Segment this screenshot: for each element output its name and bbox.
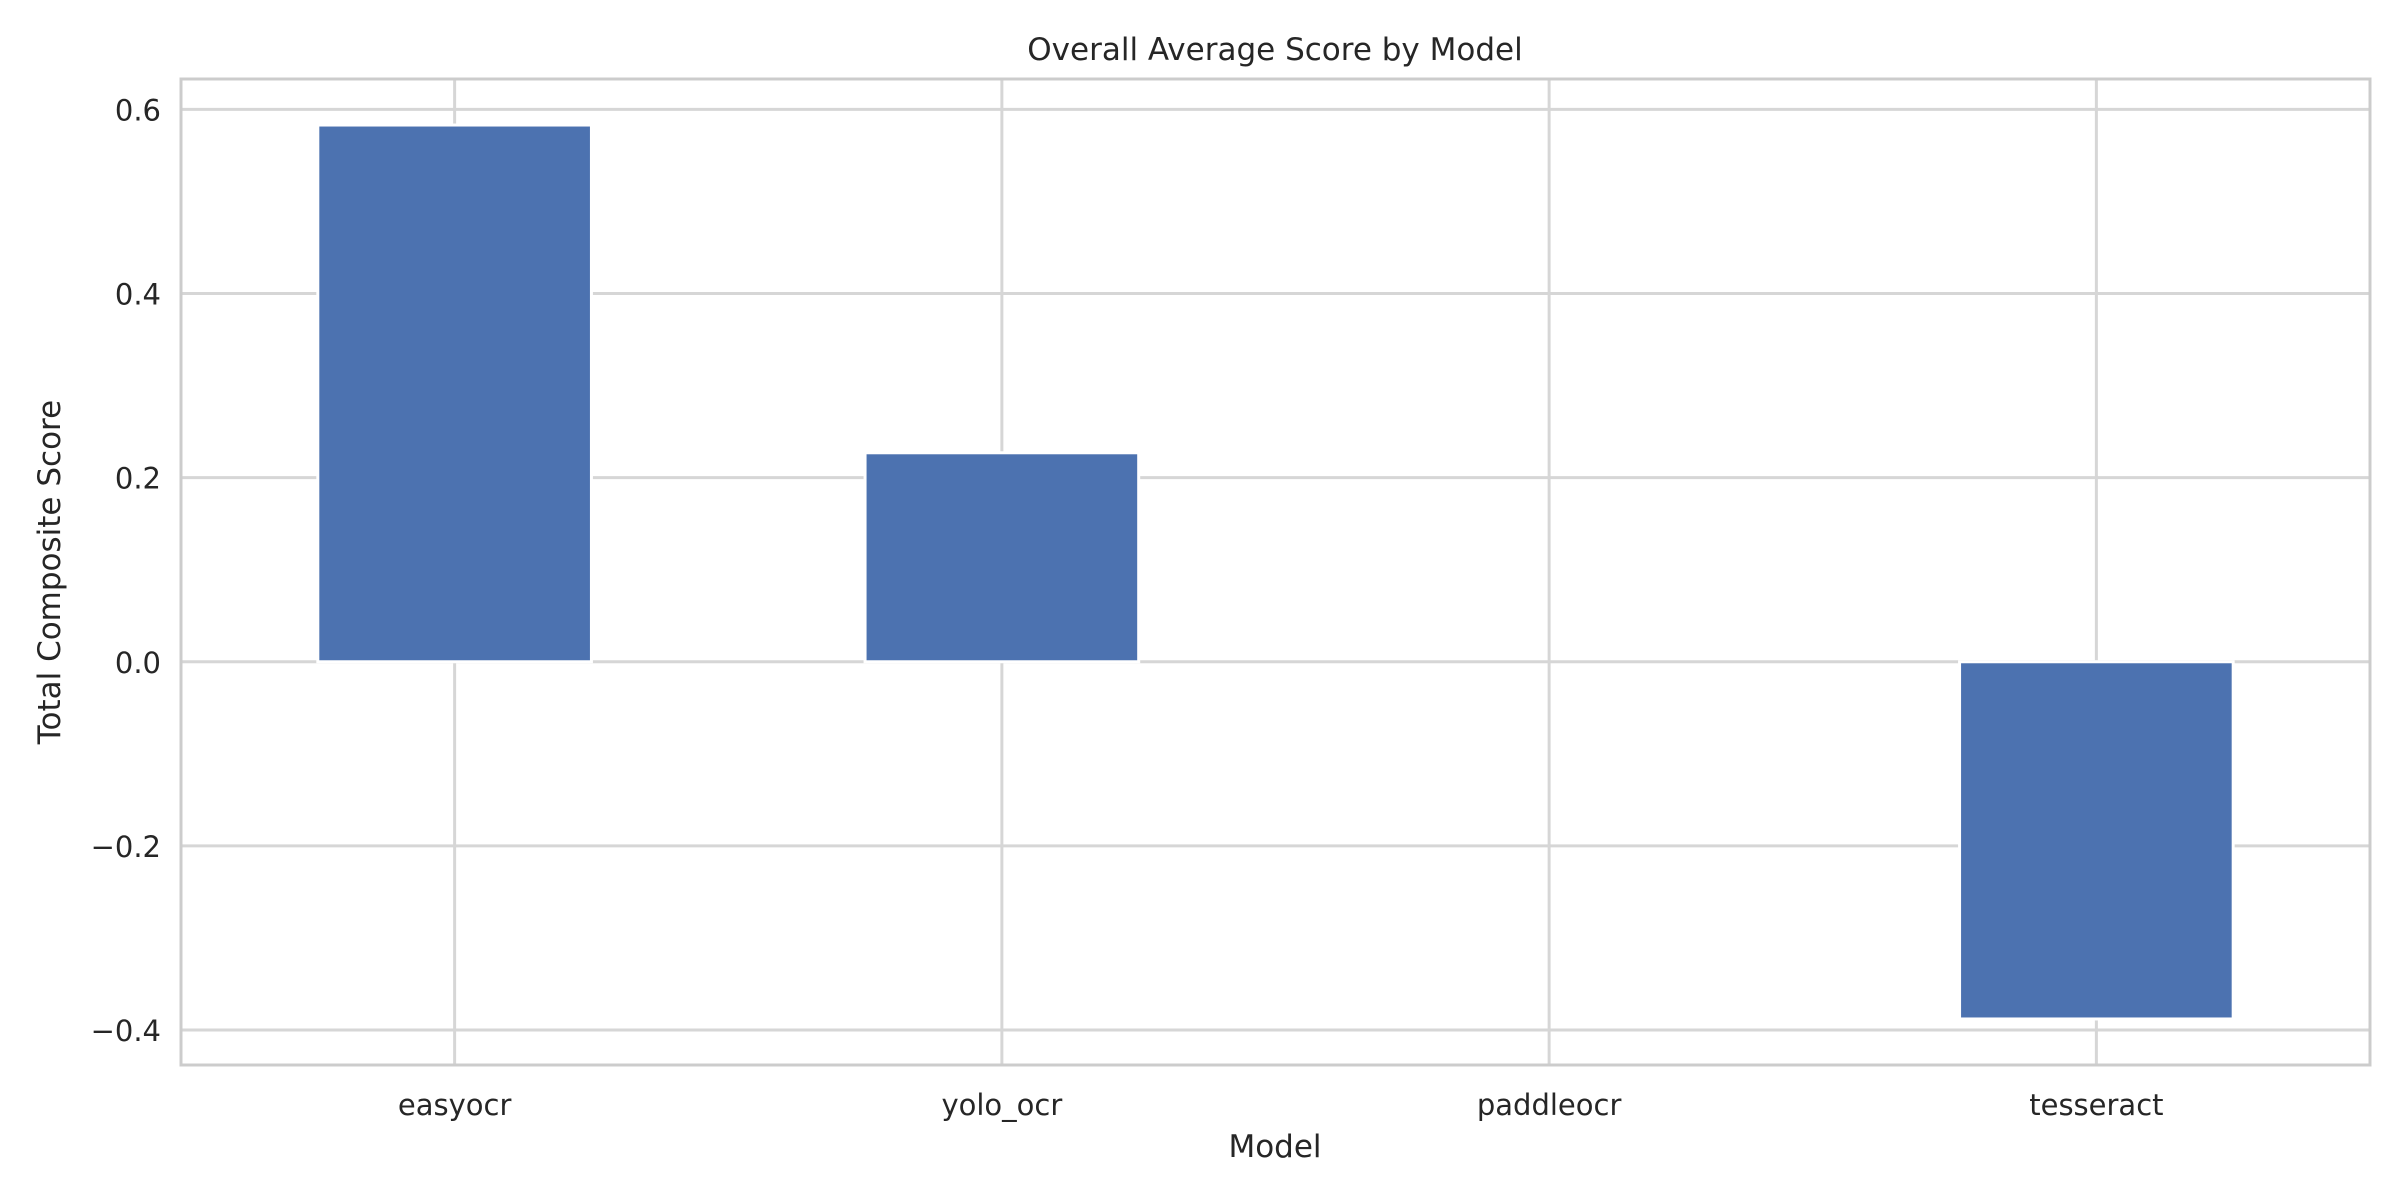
y-tick-label: 0.0 bbox=[115, 646, 161, 680]
x-tick-label: yolo_ocr bbox=[941, 1088, 1062, 1122]
y-tick-label: 0.4 bbox=[115, 278, 161, 312]
bar-yolo_ocr bbox=[863, 451, 1141, 664]
x-tick-label: tesseract bbox=[2029, 1088, 2163, 1122]
y-tick-label: −0.2 bbox=[91, 830, 161, 864]
x-tick-label: easyocr bbox=[398, 1088, 512, 1122]
bar-tesseract bbox=[1958, 660, 2235, 1021]
bar-layer bbox=[316, 123, 2235, 1021]
tick-layer: −0.4 −0.2 0.0 0.2 0.4 0.6 easyocr yolo_ocr paddl… bbox=[91, 93, 2164, 1122]
x-axis-label: Model bbox=[1228, 1129, 1321, 1165]
x-tick-label: paddleocr bbox=[1477, 1088, 1622, 1122]
bar-easyocr bbox=[316, 123, 593, 664]
chart-title: Overall Average Score by Model bbox=[1027, 32, 1522, 68]
y-tick-label: 0.2 bbox=[115, 462, 161, 496]
plot-frame bbox=[179, 77, 2372, 1067]
y-tick-label: −0.4 bbox=[91, 1014, 161, 1048]
y-axis-label: Total Composite Score bbox=[32, 400, 68, 745]
y-tick-label: 0.6 bbox=[115, 93, 161, 127]
